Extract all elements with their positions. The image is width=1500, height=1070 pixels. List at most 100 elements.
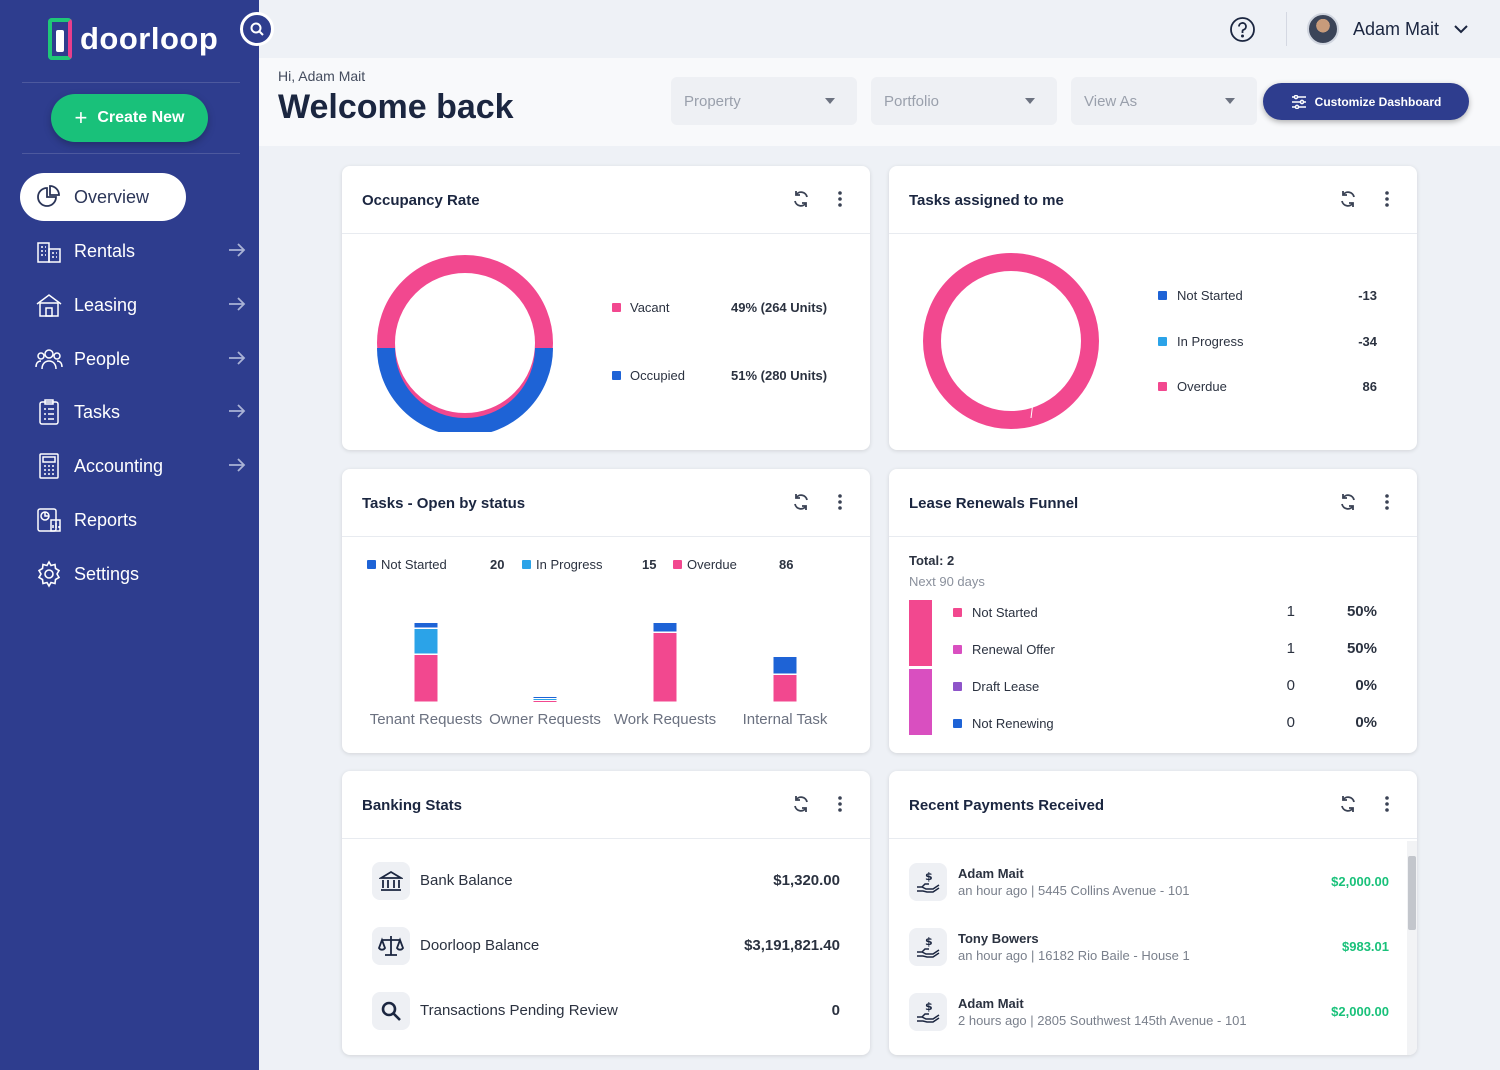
caret-down-icon xyxy=(1025,98,1035,104)
banking-label: Doorloop Balance xyxy=(420,937,540,954)
portfolio-filter[interactable]: Portfolio xyxy=(871,77,1057,125)
bar-segment-in-progress[interactable] xyxy=(533,699,557,700)
card-title: Recent Payments Received xyxy=(909,797,1105,814)
search-button[interactable] xyxy=(240,12,274,46)
more-vertical-icon[interactable] xyxy=(1384,795,1390,813)
chevron-down-icon[interactable] xyxy=(1452,20,1470,38)
legend-dot-vacant xyxy=(612,303,621,312)
payment-amount: $983.01 xyxy=(1342,939,1389,954)
refresh-icon[interactable] xyxy=(792,190,810,208)
payer-name[interactable]: Adam Mait xyxy=(958,996,1024,1011)
refresh-icon[interactable] xyxy=(1339,493,1357,511)
more-vertical-icon[interactable] xyxy=(1384,190,1390,208)
customize-dashboard-label: Customize Dashboard xyxy=(1314,94,1442,109)
funnel-segment-renewal-offer[interactable] xyxy=(909,669,932,735)
payment-detail: an hour ago | 5445 Collins Avenue - 101 xyxy=(958,883,1190,898)
occupancy-donut-chart xyxy=(377,255,553,432)
funnel-percent: 50% xyxy=(1346,603,1377,620)
view-as-filter[interactable]: View As xyxy=(1071,77,1257,125)
more-vertical-icon[interactable] xyxy=(1384,493,1390,511)
banking-value: $1,320.00 xyxy=(773,872,840,889)
payment-detail: 2 hours ago | 2805 Southwest 145th Avenu… xyxy=(958,1013,1247,1028)
tasks-open-by-status-card: Tasks - Open by status Not Started 20 In… xyxy=(342,469,870,753)
bar-segment-overdue[interactable] xyxy=(533,701,557,702)
legend-label: Overdue xyxy=(1177,379,1227,394)
sidebar-item-leasing[interactable]: Leasing xyxy=(20,281,252,329)
magnifier-icon xyxy=(372,992,410,1030)
create-new-button[interactable]: + Create New xyxy=(51,94,208,142)
funnel-label: Draft Lease xyxy=(972,679,1040,694)
legend-label: In Progress xyxy=(536,557,603,572)
legend-label: Occupied xyxy=(630,368,685,383)
sidebar-item-tasks[interactable]: Tasks xyxy=(20,388,252,436)
more-vertical-icon[interactable] xyxy=(837,493,843,511)
svg-text:$: $ xyxy=(925,1000,933,1013)
refresh-icon[interactable] xyxy=(1339,190,1357,208)
sidebar-item-overview[interactable]: Overview xyxy=(20,173,186,221)
top-bar xyxy=(259,0,1500,58)
refresh-icon[interactable] xyxy=(792,795,810,813)
funnel-segment-not-started[interactable] xyxy=(909,600,932,666)
payment-hand-icon: $ xyxy=(909,993,947,1031)
bar-segment-not-started[interactable] xyxy=(773,657,797,674)
legend-dot-in-progress xyxy=(522,560,531,569)
funnel-count: 0 xyxy=(1286,714,1295,731)
payment-hand-icon: $ xyxy=(909,863,947,901)
tasks-bar-chart: Tenant Requests Owner Requests Work Reques… xyxy=(370,623,828,728)
greeting-text: Hi, Adam Mait xyxy=(278,68,366,84)
house-key-icon xyxy=(34,290,64,320)
scale-icon xyxy=(372,927,410,965)
legend-dot-not-started xyxy=(367,560,376,569)
arrow-right-icon xyxy=(229,297,246,311)
refresh-icon[interactable] xyxy=(1339,795,1357,813)
bar-segment-overdue[interactable] xyxy=(773,675,797,702)
scrollbar[interactable] xyxy=(1407,841,1417,1055)
sidebar-item-label: Accounting xyxy=(74,455,164,476)
donut-segment-overdue[interactable] xyxy=(923,253,1099,429)
bar-segment-not-started[interactable] xyxy=(414,623,438,628)
sidebar-item-rentals[interactable]: Rentals xyxy=(20,227,252,275)
bar-segment-not-started[interactable] xyxy=(533,697,557,698)
scrollbar-thumb[interactable] xyxy=(1408,856,1416,930)
more-vertical-icon[interactable] xyxy=(837,190,843,208)
donut-segment-occupied[interactable] xyxy=(377,347,553,432)
legend-value: 15 xyxy=(642,557,657,572)
bar-segment-overdue[interactable] xyxy=(653,633,677,702)
sidebar-item-people[interactable]: People xyxy=(20,335,252,383)
property-filter-label: Property xyxy=(684,92,741,110)
customize-dashboard-button[interactable]: Customize Dashboard xyxy=(1263,83,1469,120)
bar-segment-in-progress[interactable] xyxy=(414,629,438,654)
bar-segment-not-started[interactable] xyxy=(653,623,677,632)
sidebar-item-label: Rentals xyxy=(74,240,136,261)
divider xyxy=(22,82,240,83)
funnel-percent: 0% xyxy=(1355,677,1377,694)
brand-logo[interactable]: doorloop xyxy=(48,18,218,60)
sidebar-item-label: Tasks xyxy=(74,401,121,422)
funnel-percent: 0% xyxy=(1355,714,1377,731)
legend-dot-not-renewing xyxy=(953,719,962,728)
sidebar-item-settings[interactable]: Settings xyxy=(20,550,252,598)
card-title: Tasks assigned to me xyxy=(909,192,1064,209)
lease-renewals-funnel-card: Lease Renewals Funnel Total: 2 Next 90 d… xyxy=(889,469,1417,753)
payer-name[interactable]: Tony Bowers xyxy=(958,931,1039,946)
sidebar-item-reports[interactable]: Reports xyxy=(20,496,252,544)
refresh-icon[interactable] xyxy=(792,493,810,511)
sidebar-item-accounting[interactable]: Accounting xyxy=(20,442,252,490)
banking-value: $3,191,821.40 xyxy=(744,937,840,954)
user-name[interactable]: Adam Mait xyxy=(1353,19,1440,39)
legend-value: -34 xyxy=(1358,334,1377,349)
funnel-count: 0 xyxy=(1286,677,1295,694)
portfolio-filter-label: Portfolio xyxy=(884,92,940,110)
help-icon[interactable] xyxy=(1229,16,1256,43)
more-vertical-icon[interactable] xyxy=(837,795,843,813)
payer-name[interactable]: Adam Mait xyxy=(958,866,1024,881)
payment-amount: $2,000.00 xyxy=(1331,1004,1389,1019)
pie-chart-icon xyxy=(34,182,64,212)
divider xyxy=(342,233,870,234)
bar-segment-overdue[interactable] xyxy=(414,655,438,702)
divider xyxy=(342,838,870,839)
property-filter[interactable]: Property xyxy=(671,77,857,125)
legend-value: 86 xyxy=(779,557,794,572)
divider xyxy=(342,536,870,537)
avatar[interactable] xyxy=(1307,13,1339,45)
